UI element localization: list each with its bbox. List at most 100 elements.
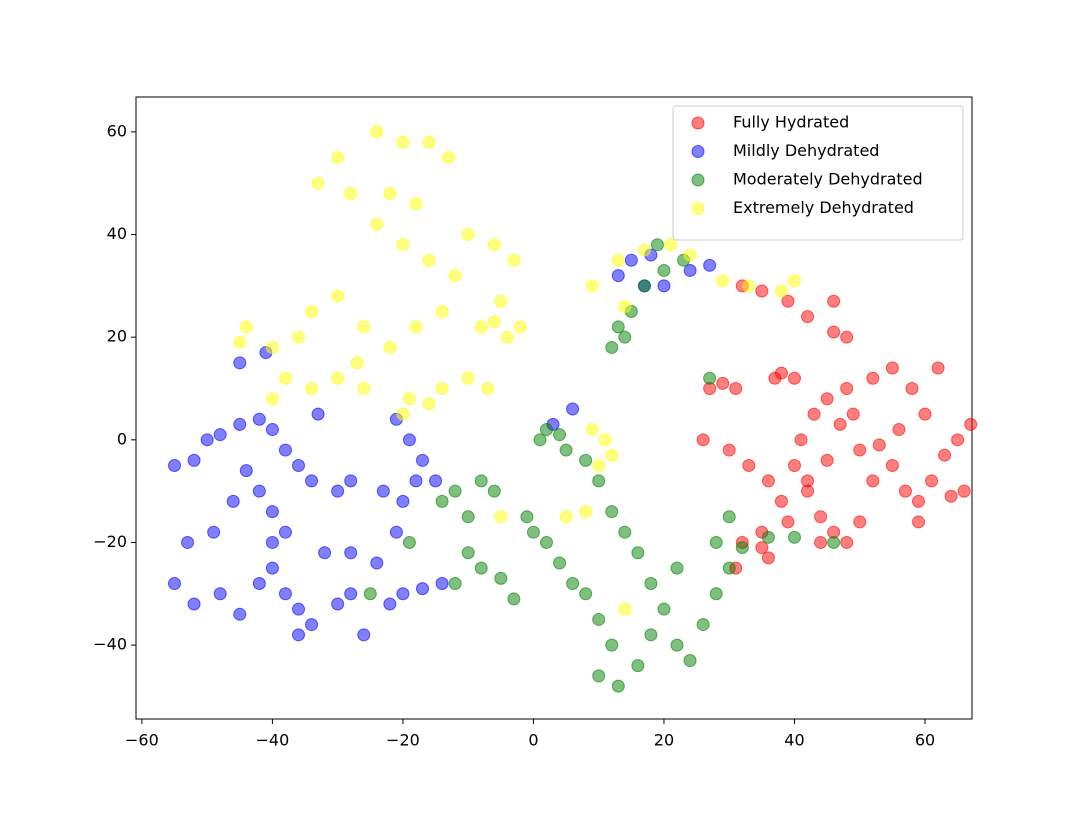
point [331,484,345,498]
point [938,448,952,462]
point [579,453,593,467]
point [553,556,567,570]
point [507,253,521,267]
point [252,577,266,591]
point [657,279,671,293]
point [415,453,429,467]
legend-label: Fully Hydrated [733,113,849,132]
point [187,597,201,611]
point [370,217,384,231]
point [683,653,697,667]
point [435,381,449,395]
point [481,381,495,395]
point [265,535,279,549]
point [435,494,449,508]
point [168,577,182,591]
y-tick-label: 0 [117,429,127,448]
point [853,443,867,457]
point [533,433,547,447]
point [722,443,736,457]
point [539,535,553,549]
point [474,561,488,575]
point [827,535,841,549]
points [168,125,978,693]
point [742,458,756,472]
point [213,587,227,601]
point [696,433,710,447]
point [592,458,606,472]
legend-label: Extremely Dehydrated [733,198,914,217]
point [396,407,410,421]
point [344,546,358,560]
point [233,417,247,431]
point [801,474,815,488]
point [657,602,671,616]
point [618,299,632,313]
point [807,407,821,421]
point [814,510,828,524]
point [814,535,828,549]
point [833,417,847,431]
point [611,253,625,267]
point [592,474,606,488]
point [670,638,684,652]
point [898,484,912,498]
point [409,197,423,211]
point [918,407,932,421]
point [761,474,775,488]
point [761,551,775,565]
point [311,176,325,190]
point [722,510,736,524]
point [566,402,580,416]
point [370,125,384,139]
point [507,592,521,606]
point [794,433,808,447]
point [951,433,965,447]
point [292,330,306,344]
point [396,587,410,601]
point [305,474,319,488]
point [755,284,769,298]
point [409,320,423,334]
legend-label: Moderately Dehydrated [733,170,923,189]
point [657,263,671,277]
point [964,417,978,431]
point [494,571,508,585]
y-tick-label: 60 [107,121,127,140]
x-tick-label: −60 [125,731,159,750]
point [957,484,971,498]
point [487,484,501,498]
point [370,556,384,570]
point [885,361,899,375]
point [840,381,854,395]
x-tick-label: −20 [386,731,420,750]
point [663,238,677,252]
point [925,474,939,488]
x-tick-label: 0 [528,731,538,750]
point [331,151,345,165]
point [801,310,815,324]
point [383,597,397,611]
point [448,577,462,591]
point [683,263,697,277]
point [233,607,247,621]
point [278,525,292,539]
point [787,530,801,544]
point [709,587,723,601]
point [187,453,201,467]
point [579,587,593,601]
point [487,238,501,252]
legend-label: Mildly Dehydrated [733,141,879,160]
point [494,294,508,308]
point [650,238,664,252]
point [520,510,534,524]
point [226,494,240,508]
point [872,438,886,452]
point [631,546,645,560]
point [292,628,306,642]
point [853,515,867,529]
point [722,561,736,575]
point [611,320,625,334]
point [605,638,619,652]
